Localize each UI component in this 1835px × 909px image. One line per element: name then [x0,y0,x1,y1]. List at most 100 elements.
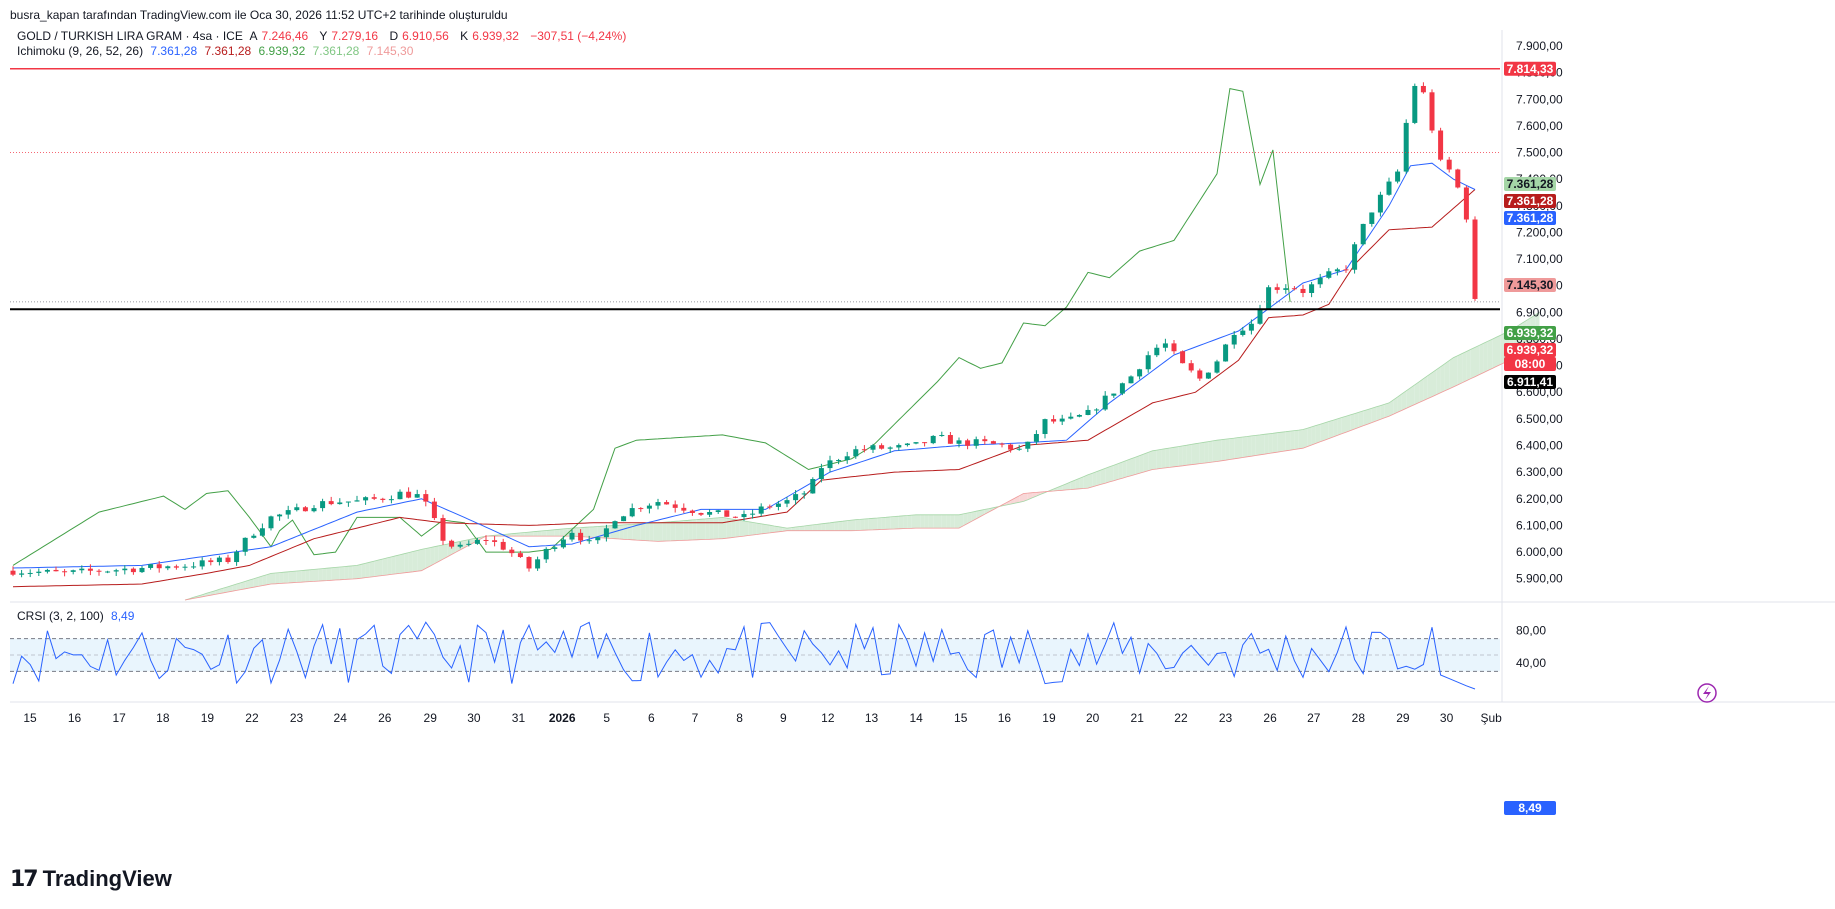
candle [1094,408,1100,415]
candle [1240,326,1246,337]
candle [1128,375,1134,384]
ichimoku-legend: Ichimoku (9, 26, 52, 26) 7.361,28 7.361,… [17,44,417,58]
candle [707,509,713,518]
candle [1463,185,1469,223]
span-b-price-tag: 7.145,30 [1504,278,1556,292]
candle [1008,443,1014,453]
candle [492,536,498,547]
candle [156,561,162,573]
candle [517,550,523,558]
candle [242,537,248,556]
candle [939,431,945,437]
time-tick-label: 23 [290,711,304,725]
ichimoku-label[interactable]: Ichimoku (9, 26, 52, 26) [17,44,144,58]
high-label: Y [319,29,328,43]
candle [1334,267,1340,276]
candle [818,463,824,483]
candle [113,568,119,577]
candle [1223,343,1229,362]
crsi-label[interactable]: CRSI (3, 2, 100) [17,609,104,623]
candle [1119,382,1125,396]
ichimoku-tenkan-value: 7.361,28 [150,44,198,58]
price-tick-label: 6.300,00 [1516,465,1563,479]
candle [191,562,197,569]
candle [1300,284,1306,298]
symbol-name[interactable]: GOLD / TURKISH LIRA GRAM · 4sa · ICE [17,29,243,43]
price-tick-label: 7.200,00 [1516,225,1563,239]
candle [328,496,334,506]
ichimoku-span-b-value: 7.145,30 [366,44,414,58]
price-tags: 7.814,33 7.361,28 7.361,28 7.361,28 7.145,30… [1504,62,1556,815]
ichimoku-chikou-value: 6.939,32 [258,44,306,58]
svg-text:7.361,28: 7.361,28 [1507,194,1554,208]
time-tick-label: 6 [648,711,655,725]
candle [1455,168,1461,189]
candle [1274,283,1280,294]
candle [578,529,584,545]
candle [956,437,962,448]
time-tick-label: 14 [909,711,923,725]
candle [406,487,412,499]
candle [629,503,635,518]
candle [612,520,618,529]
candle [896,443,902,451]
svg-text:6.911,41: 6.911,41 [1507,375,1553,389]
candle [414,489,420,498]
candle [251,533,257,539]
candle [698,512,704,517]
time-tick-label: 8 [736,711,743,725]
candle [1438,127,1444,162]
time-tick-label: 19 [201,711,215,725]
open-value: 7.246,46 [261,29,309,43]
candle [543,547,549,563]
candle [337,498,343,505]
time-tick-label: 27 [1307,711,1321,725]
time-tick-label: 13 [865,711,879,725]
candle [1145,351,1151,373]
price-tick-label: 6.100,00 [1516,518,1563,532]
candle [810,477,816,494]
candle [965,438,971,450]
price-tick-label: 7.100,00 [1516,252,1563,266]
candle [1266,285,1272,310]
candle [457,542,463,549]
tradingview-logo[interactable]: 𝟭𝟳 TradingView [10,866,172,892]
candle [1162,338,1168,352]
candle [750,509,756,519]
price-tick-label: 5.900,00 [1516,572,1563,586]
candle [1197,368,1203,381]
time-tick-label: 7 [692,711,699,725]
time-tick-label: 23 [1219,711,1233,725]
candle [664,500,670,505]
candle [1429,89,1435,134]
time-tick-label: 19 [1042,711,1056,725]
candle [431,497,437,521]
candle [732,516,738,519]
candle [672,500,678,513]
candle [758,503,764,517]
candle [552,545,558,552]
candle [1180,350,1186,364]
price-tick-label: 6.400,00 [1516,439,1563,453]
time-axis[interactable]: 15 16 17 18 19 22 23 24 26 29 30 31 2026 5 6 7 8 9 12 13 14 1… [23,711,1502,725]
time-tick-label: 26 [378,711,392,725]
svg-text:7.361,28: 7.361,28 [1507,211,1554,225]
candle [922,442,928,447]
candle [887,446,893,454]
flash-icon[interactable] [1697,683,1717,703]
svg-text:6.939,32: 6.939,32 [1507,326,1554,340]
time-tick-label: 17 [112,711,126,725]
low-value: 6.910,56 [402,29,449,43]
price-tick-label: 7.500,00 [1516,146,1563,160]
candle [1154,344,1160,358]
candle [1343,265,1349,273]
support-price-tag: 6.911,41 [1504,375,1556,389]
candle [1231,330,1237,349]
candle [36,568,42,577]
candle [139,565,145,574]
candle [466,540,472,547]
candle [973,436,979,449]
low-label: D [389,29,399,43]
candle [440,514,446,545]
